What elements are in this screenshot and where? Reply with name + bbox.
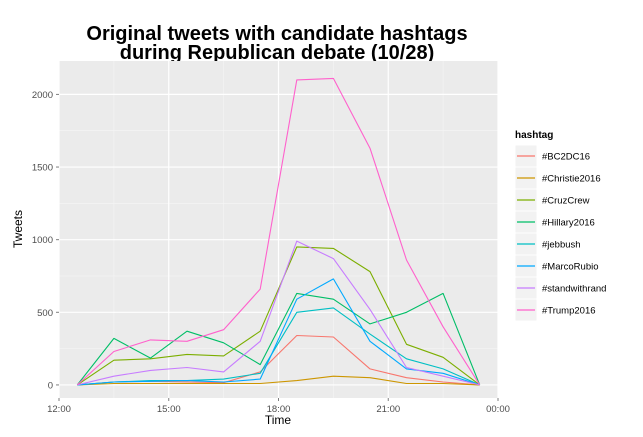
chart-title-line2: during Republican debate (10/28) xyxy=(120,42,435,64)
x-tick-label: 12:00 xyxy=(47,404,71,415)
y-tick-label: 0 xyxy=(48,380,53,391)
y-tick-labels: 0 500 1000 1500 2000 xyxy=(32,90,59,391)
legend-label: #Hillary2016 xyxy=(542,218,595,229)
legend-label: #BC2DC16 xyxy=(542,152,590,163)
series-line-trump2016 xyxy=(76,77,481,386)
y-tick-label: 500 xyxy=(37,308,53,319)
legend-label: #standwithrand xyxy=(542,284,606,295)
series-lines xyxy=(76,77,481,386)
x-tick-label: 21:00 xyxy=(376,404,400,415)
x-tick-label: 15:00 xyxy=(157,404,181,415)
x-tick-label: 00:00 xyxy=(486,404,510,415)
y-tick-label: 2000 xyxy=(32,90,53,101)
chart-title-line1: Original tweets with candidate hashtags xyxy=(86,23,467,45)
x-tick-label: 18:00 xyxy=(267,404,291,415)
series-line-standwithrand xyxy=(77,240,480,386)
series-line-cruzcrew xyxy=(76,246,481,386)
y-tick-label: 1000 xyxy=(32,235,53,246)
series-line-christie2016 xyxy=(77,375,480,386)
y-tick-label: 1500 xyxy=(32,163,53,174)
legend-label: #Trump2016 xyxy=(542,306,596,317)
legend-title: hashtag xyxy=(515,130,553,141)
legend-label: #CruzCrew xyxy=(542,196,590,207)
x-tick-labels: 12:00 15:00 18:00 21:00 00:00 xyxy=(47,398,510,415)
series-line-jebbush xyxy=(77,307,480,386)
legend: #BC2DC16 #Christie2016 #CruzCrew #Hillary20… xyxy=(514,144,606,322)
series-line-marcorubio xyxy=(77,278,480,386)
series-line-hillary2016 xyxy=(76,292,481,386)
x-axis-title: Time xyxy=(265,413,292,427)
legend-label: #jebbush xyxy=(542,240,581,251)
legend-label: #Christie2016 xyxy=(542,174,601,185)
legend-label: #MarcoRubio xyxy=(542,262,599,273)
y-axis-title: Tweets xyxy=(11,210,25,248)
grid-lines xyxy=(58,61,499,398)
